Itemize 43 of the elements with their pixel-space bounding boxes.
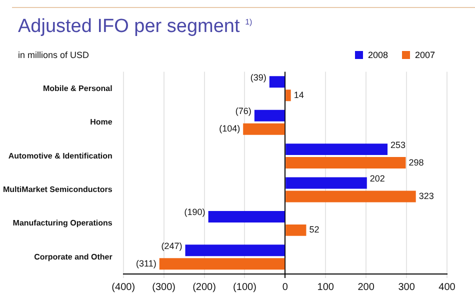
x-tick-label: 400	[438, 282, 456, 293]
bar	[159, 258, 285, 270]
y-tick-label: Corporate and Other	[34, 252, 112, 262]
bar	[286, 190, 416, 202]
y-tick-label: MultiMarket Semiconductors	[2, 184, 113, 194]
data-label: (104)	[219, 124, 240, 134]
bar	[254, 110, 285, 122]
y-tick-label: Home	[90, 118, 113, 127]
bar	[286, 144, 388, 156]
data-label: 52	[309, 224, 320, 235]
x-tick-label: (400)	[112, 282, 136, 293]
bar	[286, 157, 406, 169]
bar	[286, 177, 367, 189]
legend-label: 2007	[414, 50, 435, 60]
data-label: 14	[294, 90, 304, 100]
x-tick-label: (300)	[152, 282, 176, 293]
legend-label: 2008	[366, 50, 388, 60]
data-label: (190)	[184, 207, 206, 218]
bar	[208, 210, 285, 222]
bar	[243, 123, 285, 135]
x-tick-label: (100)	[233, 282, 256, 293]
data-label: 253	[390, 140, 406, 150]
data-label: (247)	[161, 240, 182, 251]
data-label: 298	[408, 157, 424, 168]
y-tick-label: Manufacturing Operations	[12, 218, 113, 228]
bar	[286, 90, 291, 102]
bar	[286, 224, 306, 236]
chart-subtitle: in millions of USD	[18, 50, 90, 60]
chart-title: Adjusted IFO per segment $^{1)}$	[18, 16, 252, 38]
x-tick-label: 200	[358, 282, 375, 293]
bar	[269, 76, 285, 88]
y-tick-label: Mobile & Personal	[42, 84, 112, 93]
data-label: (76)	[235, 106, 252, 116]
data-label: (39)	[250, 72, 266, 82]
data-label: 323	[418, 190, 434, 201]
bar	[185, 244, 285, 256]
y-tick-label: Automotive & Identification	[8, 151, 112, 160]
data-label: (311)	[136, 258, 156, 268]
x-tick-label: (200)	[192, 282, 216, 293]
x-tick-label: 300	[398, 282, 416, 293]
data-label: 202	[370, 173, 385, 184]
x-tick-label: 100	[317, 282, 334, 293]
x-tick-label: 0	[282, 282, 288, 293]
